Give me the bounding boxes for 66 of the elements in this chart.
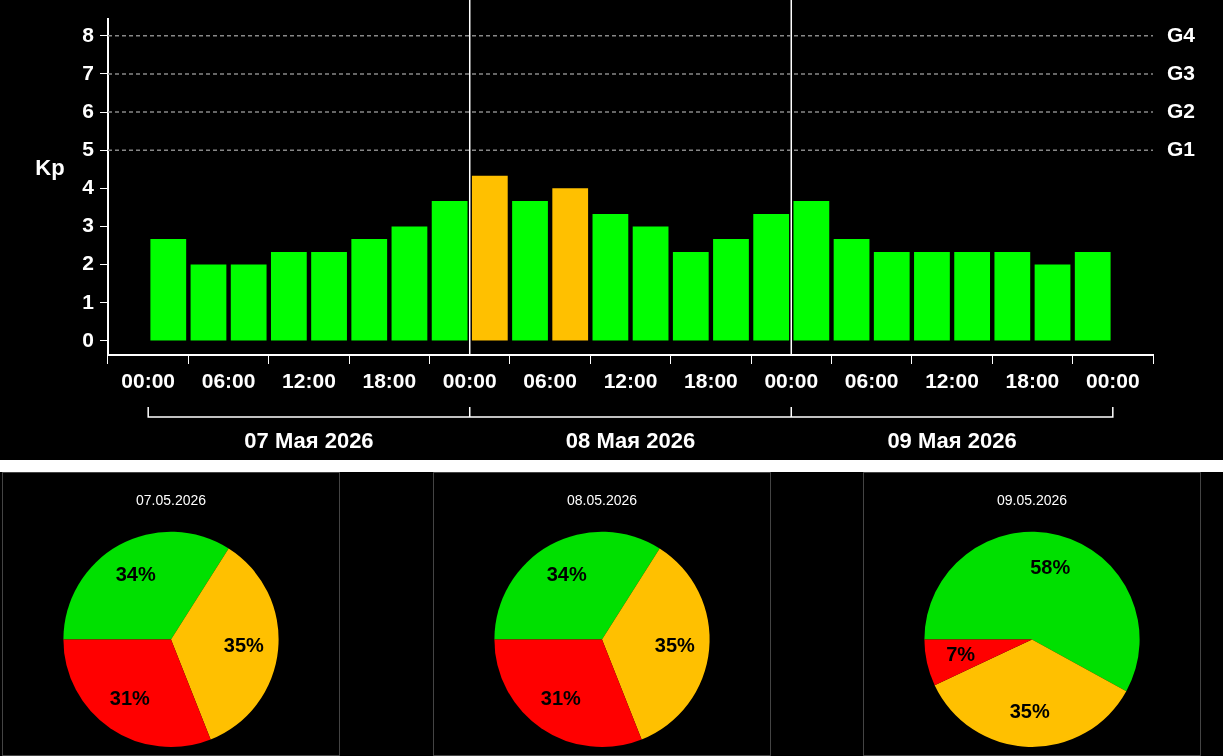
bar [914,252,950,341]
y-tick-label: 4 [82,175,95,199]
bar [954,252,991,341]
bar [230,264,267,341]
x-tick-label: 06:00 [844,369,899,393]
chart-title: 07.05.2026 [135,492,207,509]
x-tick-label: 12:00 [925,369,979,393]
x-tick-label: 18:00 [684,369,738,393]
bar [552,188,589,341]
bar [994,252,1031,341]
x-tick-label: 00:00 [1085,369,1140,393]
bar [753,213,790,341]
bar [351,239,388,341]
ref-line-label: G2 [1167,98,1196,122]
y-tick-label: 5 [82,136,95,160]
y-tick-label: 1 [82,289,95,313]
chart-title: 08.05.2026 [566,492,637,509]
bar [1074,252,1111,341]
data-label: 35% [1009,700,1050,723]
y-tick-label: 6 [82,98,94,122]
y-tick-label: 0 [82,327,94,351]
text: 07 Мая 2026 [244,428,374,454]
bar [833,239,870,341]
bar [512,200,548,341]
chart-title: 09.05.2026 [996,492,1068,509]
x-tick-label: 00:00 [121,369,176,393]
data-label: 31% [109,687,151,710]
x-tick-label: 06:00 [201,369,256,393]
bar [311,252,347,341]
x-tick-label: 18:00 [1005,369,1060,393]
ref-line-label: G4 [1167,22,1196,46]
bar [150,239,187,341]
data-label: 35% [223,633,265,656]
y-tick-label: 7 [82,60,94,84]
y-tick-label: 8 [82,22,95,46]
data-label: 35% [654,633,695,656]
bar [632,226,669,341]
x-tick-label: 18:00 [362,369,417,393]
text: 09 Мая 2026 [887,428,1017,454]
data-label: 31% [540,687,581,710]
ref-line-label: G3 [1167,60,1196,84]
data-label: 34% [115,562,156,585]
x-tick-label: 00:00 [442,369,497,393]
bar [270,252,307,341]
ref-line-label: G1 [1167,136,1196,160]
y-axis-title: Kp [35,154,65,180]
bar [592,213,629,341]
bar [793,200,830,341]
data-label: 34% [546,562,587,585]
x-tick-label: 12:00 [282,369,336,393]
x-tick-label: 00:00 [764,369,819,393]
bar [471,175,508,341]
bar [713,239,749,341]
y-tick-label: 3 [82,213,94,237]
bar [672,252,709,341]
bar [1034,264,1071,341]
bar [190,264,227,341]
y-tick-label: 2 [82,251,94,275]
bar [873,252,910,341]
data-label: 58% [1030,556,1071,579]
bar [391,226,428,341]
x-tick-label: 12:00 [603,369,658,393]
x-tick-label: 06:00 [523,369,577,393]
bar [431,200,468,341]
text: 08 Мая 2026 [565,428,696,454]
data-label: 7% [946,642,976,665]
